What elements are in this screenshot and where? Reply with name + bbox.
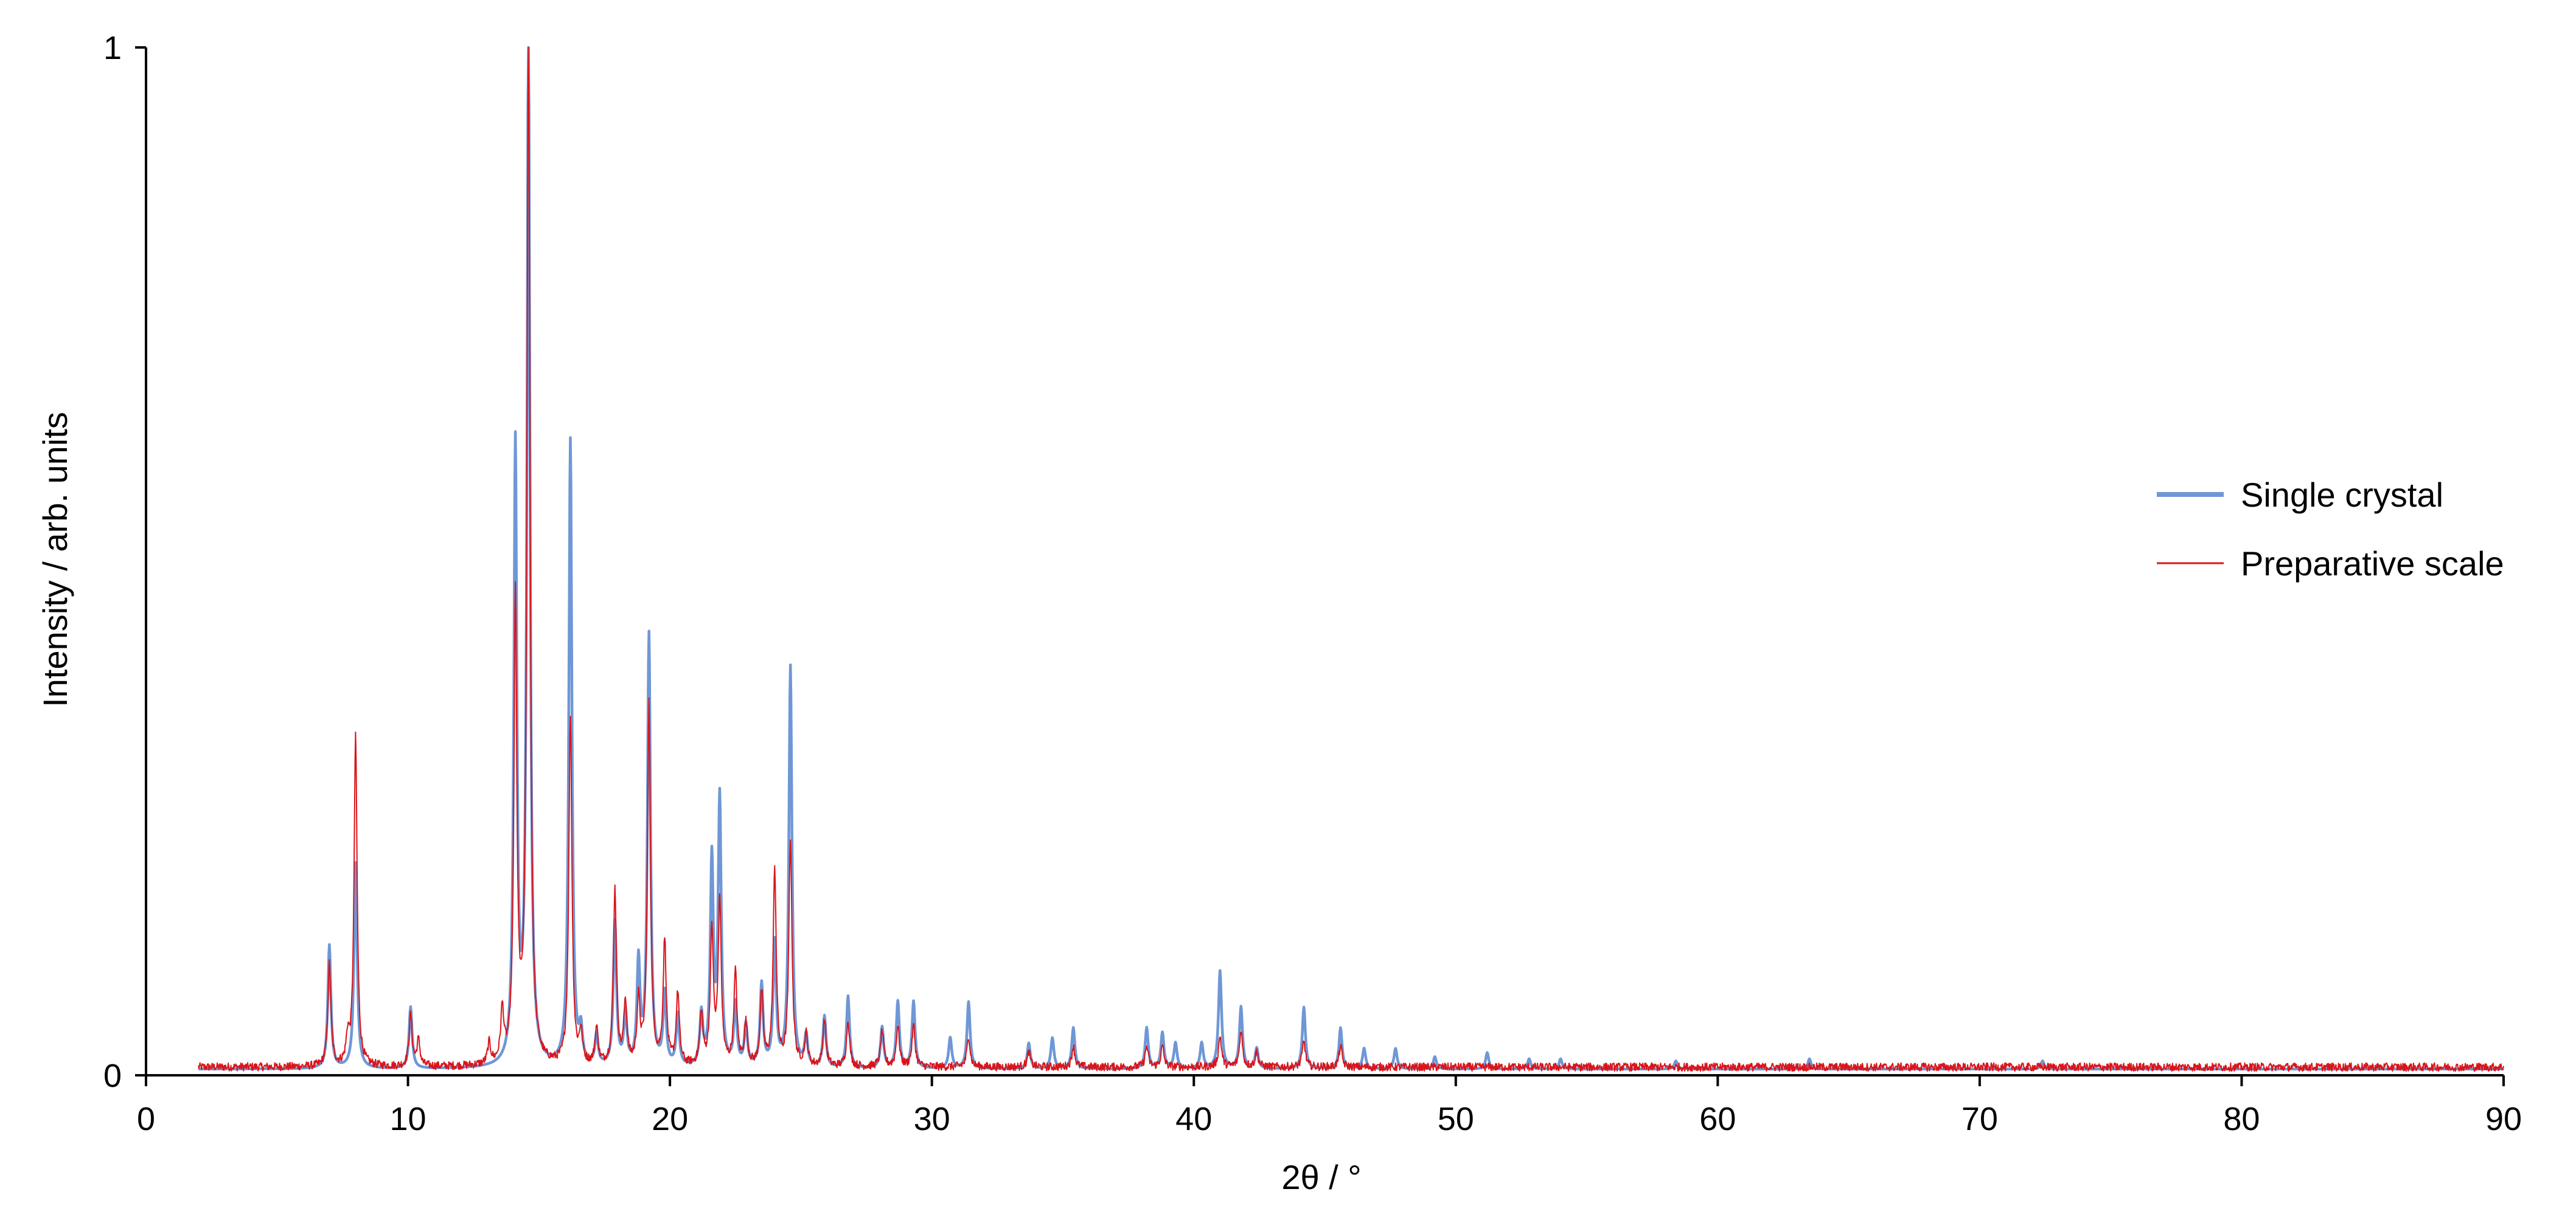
x-tick-label: 60 bbox=[1699, 1101, 1736, 1137]
y-axis-ticks: 01 bbox=[103, 30, 146, 1094]
series-line-single-crystal bbox=[197, 46, 2505, 1071]
x-tick-label: 0 bbox=[137, 1101, 155, 1137]
y-tick-label: 0 bbox=[103, 1058, 122, 1094]
x-tick-label: 70 bbox=[1962, 1101, 1998, 1137]
x-tick-label: 40 bbox=[1175, 1101, 1212, 1137]
x-tick-label: 10 bbox=[390, 1101, 426, 1137]
x-tick-label: 20 bbox=[652, 1101, 688, 1137]
x-axis-title: 2θ / ° bbox=[1281, 1158, 1361, 1196]
legend: Single crystal Preparative scale bbox=[2157, 476, 2504, 583]
legend-label-preparative-scale: Preparative scale bbox=[2241, 544, 2504, 583]
legend-label-single-crystal: Single crystal bbox=[2241, 476, 2443, 514]
y-axis-title: Intensity / arb. units bbox=[36, 412, 74, 707]
x-tick-label: 30 bbox=[914, 1101, 950, 1137]
x-tick-label: 50 bbox=[1438, 1101, 1474, 1137]
x-tick-label: 90 bbox=[2485, 1101, 2522, 1137]
series-lines bbox=[197, 46, 2505, 1072]
series-line-preparative-scale bbox=[198, 47, 2504, 1072]
x-tick-label: 80 bbox=[2223, 1101, 2260, 1137]
x-axis-ticks: 0 10 20 30 40 50 60 70 80 90 bbox=[137, 1075, 2522, 1137]
y-tick-label: 1 bbox=[103, 30, 122, 66]
